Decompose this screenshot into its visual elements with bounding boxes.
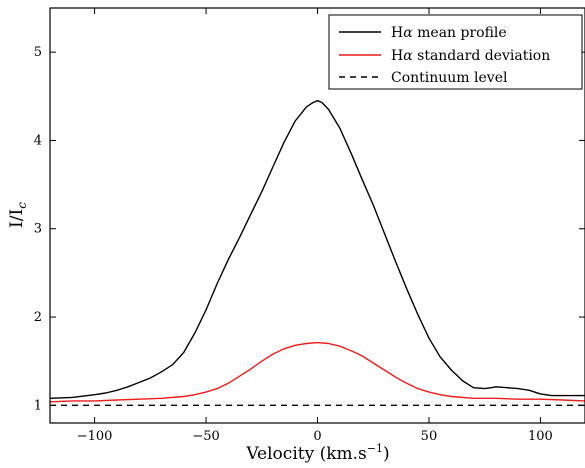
y-tick-label: 5 — [34, 45, 42, 60]
x-tick-label: −100 — [77, 429, 113, 444]
y-axis: 1 2 3 4 5 — [34, 45, 585, 413]
x-tick-label: 0 — [313, 429, 321, 444]
legend-label-mean-profile: Hα mean profile — [391, 25, 507, 41]
legend-entry-standard-deviation: Hα standard deviation — [339, 48, 550, 64]
mean-profile-line — [49, 99, 585, 399]
y-tick-label: 1 — [34, 398, 42, 413]
legend-label-continuum-level: Continuum level — [391, 70, 508, 86]
y-tick-label: 4 — [34, 133, 42, 148]
legend: Hα mean profile Hα standard deviation Co… — [328, 14, 583, 90]
x-tick-label: 50 — [421, 429, 438, 444]
legend-entry-mean-profile: Hα mean profile — [339, 25, 507, 41]
x-axis-label: Velocity (km.s−1) — [245, 442, 389, 464]
x-tick-label: −50 — [192, 429, 219, 444]
legend-label-standard-deviation: Hα standard deviation — [391, 48, 550, 64]
y-axis-label: I/Ic — [7, 202, 29, 228]
legend-entry-continuum-level: Continuum level — [339, 70, 508, 86]
x-axis: −100 −50 0 50 100 — [77, 8, 553, 444]
legend-box — [328, 14, 583, 90]
y-tick-label: 3 — [34, 222, 42, 237]
x-tick-label: 100 — [528, 429, 553, 444]
y-tick-label: 2 — [34, 310, 42, 325]
standard-deviation-line — [49, 341, 585, 403]
plot-lines — [49, 99, 585, 406]
